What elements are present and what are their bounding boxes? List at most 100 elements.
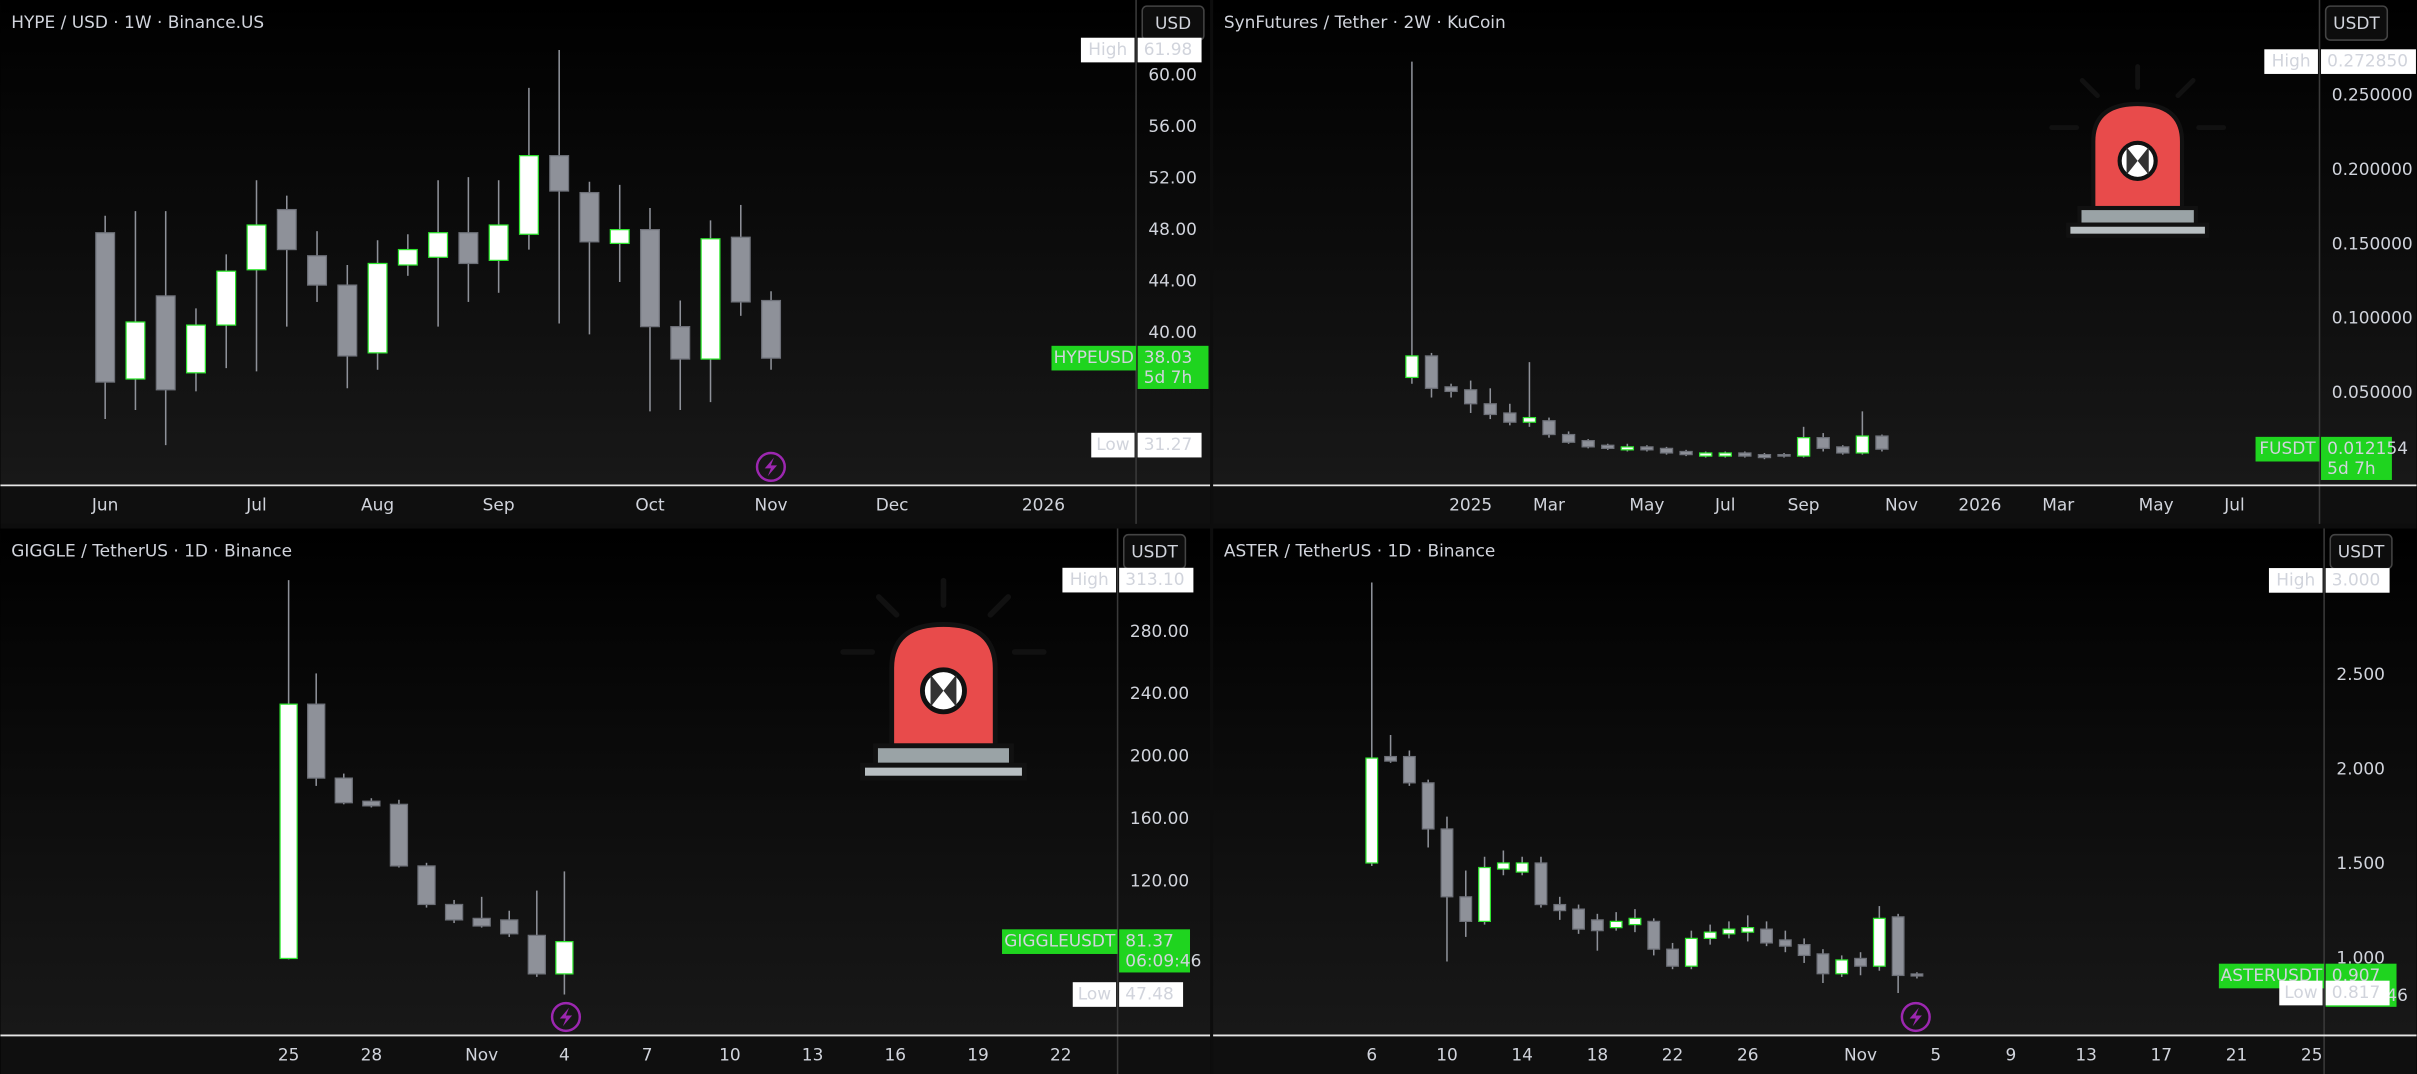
x-tick-label: May [1629, 494, 1664, 514]
y-tick-label: 1.000 [2336, 947, 2385, 967]
currency-label: USDT [2333, 13, 2380, 33]
marker-text-box [1080, 37, 1135, 63]
candle-body [458, 232, 479, 265]
candle-body [1405, 355, 1419, 379]
candle-body [1628, 917, 1642, 926]
x-tick-label: Jul [2223, 494, 2244, 514]
candle-body [555, 941, 574, 975]
marker-price: 0.272850 [2327, 51, 2408, 71]
currency-label: USDT [1131, 541, 1178, 561]
x-tick-label: 10 [719, 1045, 741, 1065]
candle-body [1796, 437, 1811, 457]
panel-background [0, 0, 1211, 486]
candle-body [1424, 355, 1439, 389]
marker-text-box [1072, 982, 1117, 1007]
price-tag-countdown: 06:09:46 [1125, 951, 1201, 971]
candle-body [125, 321, 146, 380]
candle-body [500, 919, 519, 935]
x-tick-label: 6 [1366, 1045, 1377, 1065]
candle-body [579, 191, 600, 243]
marker-price-box [1119, 567, 1194, 593]
siren-icon [840, 577, 1047, 781]
chart-panel: GIGGLE / TetherUS · 1D · Binance USDT 120.… [0, 528, 1211, 1074]
candle-body [1816, 437, 1830, 449]
y-tick-label: 0.250000 [2332, 85, 2413, 105]
x-tick-label: Jun [91, 494, 118, 514]
candle-body [549, 155, 570, 192]
marker-text: Low [1096, 434, 1130, 454]
candle-body [334, 777, 353, 804]
candle-body [1910, 973, 1924, 977]
x-tick-label: May [2139, 494, 2174, 514]
candle-body [1647, 920, 1661, 950]
candle-body [472, 917, 491, 927]
currency-label: USD [1155, 13, 1191, 33]
candle-body [1760, 928, 1773, 944]
candle-body [1757, 453, 1772, 459]
candle-body [337, 284, 358, 357]
chart-title: ASTER / TetherUS · 1D · Binance [1224, 541, 1495, 561]
candle-body [216, 270, 237, 326]
candle-body [761, 299, 782, 359]
x-tick-label: Nov [1844, 1045, 1877, 1065]
y-tick-label: 280.00 [1130, 621, 1189, 641]
x-tick-label: Nov [755, 494, 788, 514]
candle-body [362, 800, 381, 807]
candle-body [1666, 948, 1679, 967]
x-axis-strip [0, 1035, 1211, 1074]
marker-price-box [1137, 432, 1202, 458]
price-tag-box [1137, 345, 1209, 389]
candle-body [1703, 931, 1717, 940]
candle-body [307, 703, 326, 779]
x-axis-strip [1213, 1035, 2417, 1074]
siren-icon [2049, 64, 2227, 238]
price-tag-value: 38.03 [1144, 347, 1193, 367]
x-tick-label: Sep [483, 494, 515, 514]
candle-body [1741, 927, 1755, 933]
x-tick-label: 22 [1662, 1045, 1684, 1065]
candle-body [700, 238, 721, 360]
marker-text-box [1062, 567, 1117, 593]
x-tick-label: 19 [967, 1045, 989, 1065]
candle-body [1421, 782, 1435, 830]
candle-body [389, 803, 409, 867]
candle-body [1836, 446, 1850, 454]
currency-button[interactable] [2324, 5, 2389, 41]
event-icon [1900, 1001, 1931, 1033]
candle-body [428, 232, 449, 258]
candle-body [1496, 862, 1510, 870]
chart-panel: HYPE / USD · 1W · Binance.US USD 40.00 44.0… [0, 0, 1211, 524]
x-tick-label: Sep [1788, 494, 1820, 514]
y-tick-label: 56.00 [1148, 116, 1197, 136]
marker-text: High [1070, 569, 1109, 589]
candle-body [444, 903, 464, 921]
marker-text: Low [1078, 984, 1112, 1004]
candle-body [1444, 386, 1458, 393]
price-tag-value: 0.012154 [2327, 438, 2408, 458]
price-tag-name: FUSDT [2259, 438, 2316, 458]
candle-body [155, 295, 176, 391]
marker-text: Low [2284, 982, 2318, 1002]
y-tick-label: 60.00 [1148, 65, 1197, 85]
candle-body [279, 703, 298, 960]
y-tick-label: 0.050000 [2332, 382, 2413, 402]
candle-body [1483, 403, 1497, 416]
x-tick-label: 2026 [1022, 494, 1065, 514]
panel-background [1213, 0, 2417, 486]
x-tick-label: 21 [2226, 1045, 2248, 1065]
candle-body [1875, 435, 1889, 450]
candle-body [1835, 959, 1849, 975]
x-tick-label: 2026 [1958, 494, 2001, 514]
candle-body [1402, 755, 1416, 784]
price-tag-name-box [1051, 345, 1137, 371]
candle-body [1581, 440, 1595, 448]
candle-body [1590, 919, 1604, 932]
y-tick-label: 0.100000 [2332, 308, 2413, 328]
y-tick-label: 120.00 [1130, 870, 1189, 890]
candle-body [527, 934, 546, 975]
candle-body [1718, 452, 1732, 457]
x-tick-label: 17 [2151, 1045, 2173, 1065]
price-tag-name: GIGGLEUSDT [1004, 931, 1116, 951]
